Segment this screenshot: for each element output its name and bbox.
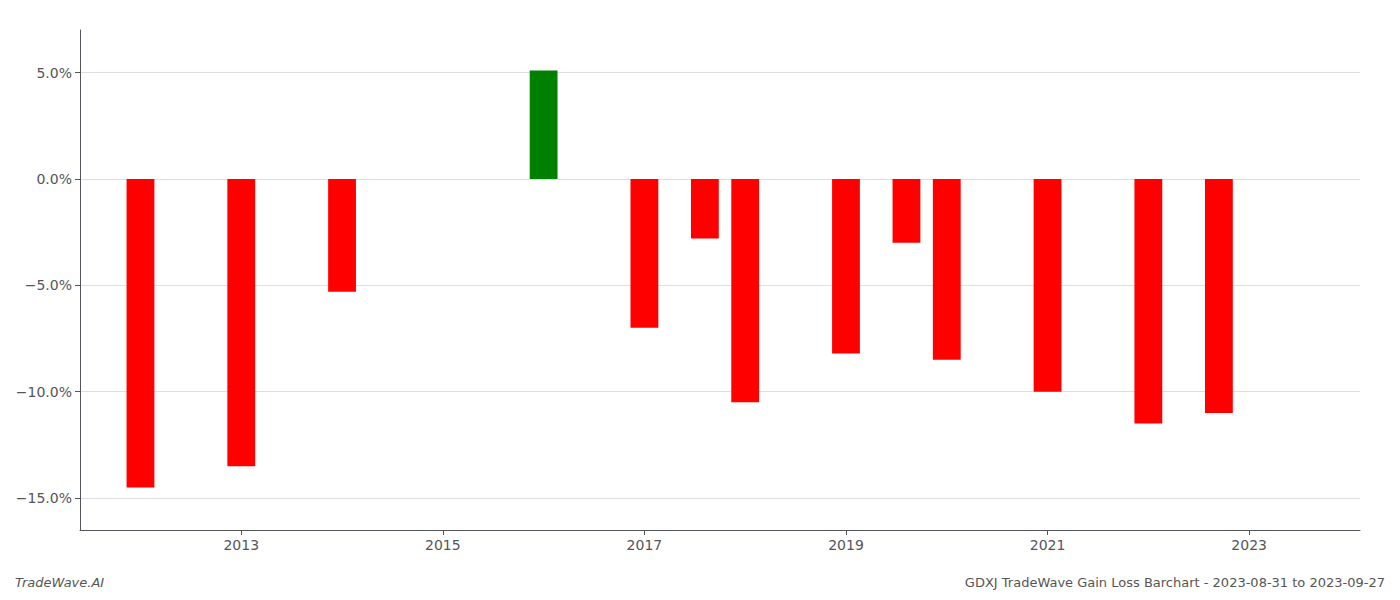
svg-text:2013: 2013 [223,537,259,553]
svg-text:5.0%: 5.0% [36,65,72,81]
svg-text:2017: 2017 [627,537,663,553]
svg-text:GDXJ TradeWave Gain Loss Barch: GDXJ TradeWave Gain Loss Barchart - 2023… [965,575,1385,590]
svg-text:−10.0%: −10.0% [16,384,72,400]
svg-text:−15.0%: −15.0% [16,490,72,506]
svg-text:−5.0%: −5.0% [25,277,72,293]
svg-text:0.0%: 0.0% [36,171,72,187]
svg-text:2021: 2021 [1030,537,1066,553]
svg-text:2023: 2023 [1231,537,1267,553]
svg-text:TradeWave.AI: TradeWave.AI [15,575,104,590]
svg-text:2019: 2019 [828,537,864,553]
svg-text:2015: 2015 [425,537,461,553]
